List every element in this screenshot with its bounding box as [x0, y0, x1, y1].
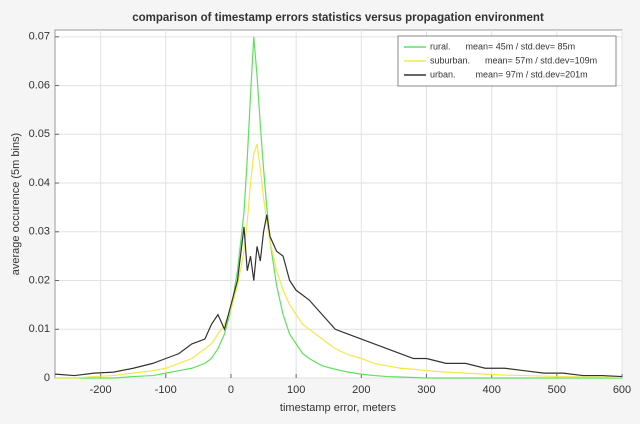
x-tick-label: -100: [155, 384, 177, 396]
y-axis-label: average occurence (5m bins): [10, 133, 22, 275]
chart-title: comparison of timestamp errors statistic…: [132, 12, 544, 24]
y-tick-label: 0.04: [29, 177, 50, 189]
y-tick-label: 0.07: [29, 31, 50, 43]
y-tick-label: 0.03: [29, 226, 50, 238]
data-line: [55, 36, 622, 379]
legend-label: urban. mean= 97m / std.dev=201m: [430, 69, 588, 79]
x-tick-label: 600: [613, 384, 631, 396]
data-line: [54, 214, 623, 378]
y-tick-label: 0: [44, 372, 50, 384]
x-tick-label: 400: [482, 384, 500, 396]
plot-area: [54, 29, 623, 379]
legend-label: suburban. mean= 57m / std.dev=109m: [430, 55, 597, 65]
y-tick-label: 0.05: [29, 128, 50, 140]
x-tick-label: 500: [548, 384, 566, 396]
x-axis-label: timestamp error, meters: [280, 402, 397, 414]
x-tick-label: 100: [287, 384, 305, 396]
x-tick-label: -200: [90, 384, 112, 396]
x-tick-label: 0: [228, 384, 234, 396]
legend-label: rural. mean= 45m / std.dev= 85m: [430, 41, 575, 51]
y-tick-label: 0.02: [29, 274, 50, 286]
x-tick-label: 300: [417, 384, 435, 396]
legend-box: [397, 35, 617, 87]
y-tick-label: 0.06: [29, 79, 50, 91]
x-tick-label: 200: [352, 384, 370, 396]
data-line: [55, 143, 623, 379]
legend: rural. mean= 45m / std.dev= 85m suburban.…: [397, 35, 617, 87]
y-tick-label: 0.01: [29, 323, 50, 335]
